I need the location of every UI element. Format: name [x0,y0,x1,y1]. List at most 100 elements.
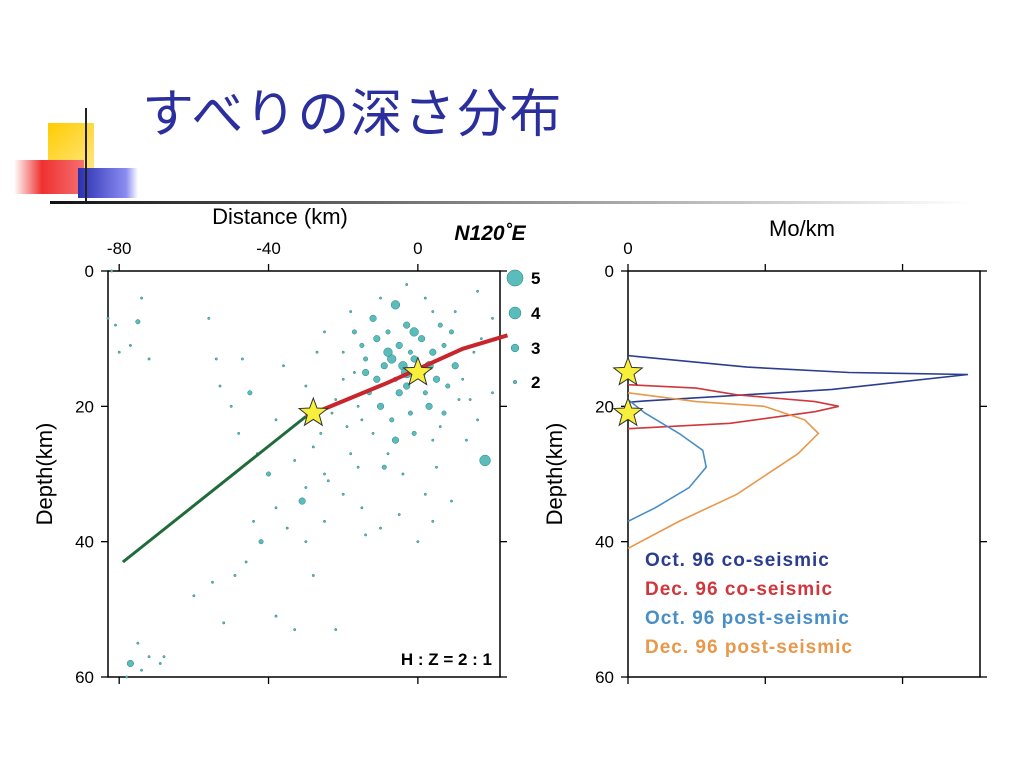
earthquake-point [403,321,411,329]
earthquake-point [411,430,417,436]
deco-horizontal-line [50,201,970,204]
earthquake-point [479,337,483,341]
earthquake-point [330,411,334,415]
earthquake-point [128,343,132,347]
earthquake-point [218,384,222,388]
y-tick-label: 0 [85,262,94,281]
earthquake-point [282,364,285,368]
earthquake-point [405,283,409,286]
earthquake-point [397,513,401,517]
earthquake-point [379,296,382,300]
earthquake-point [422,390,428,396]
earthquake-point [435,465,438,469]
x-tick-label: -80 [107,239,132,258]
fault-line-deep [121,415,307,564]
y-axis-title: Depth(km) [542,423,567,526]
earthquake-point [416,540,420,544]
earthquake-point [448,329,454,335]
earthquake-point [450,499,453,503]
earthquake-point [360,418,364,422]
earthquake-point [423,296,427,300]
earthquake-point [147,655,151,659]
earthquake-point [207,316,211,320]
earthquake-point [476,289,480,293]
earthquake-point [341,492,345,496]
x-tick-label: -40 [256,239,281,258]
earthquake-point [441,342,447,348]
earthquake-point [140,668,144,672]
earthquake-point [389,417,395,423]
earthquake-point [334,628,338,632]
series-line [627,354,969,404]
earthquake-point [390,300,401,310]
slide-title: すべりの深さ分布 [142,85,563,145]
earthquake-point [425,402,433,410]
earthquake-point [304,540,308,544]
legend-marker [506,269,524,287]
y-tick-label: 60 [75,668,94,687]
deco-vertical-line [85,108,87,204]
earthquake-point [274,506,278,510]
scale-label: H : Z = 2 : 1 [401,650,492,669]
earthquake-point [323,472,326,476]
earthquake-point [106,316,110,320]
legend-entry: Oct. 96 co-seismic [645,550,830,571]
earthquake-point [376,402,385,410]
earthquake-point [461,377,465,381]
y-tick-label: 20 [75,397,94,416]
earthquake-point [385,329,391,335]
azimuth-label: N120˚E [454,222,526,245]
y-tick-label: 0 [605,262,614,281]
legend-entry: Oct. 96 post-seismic [645,608,850,629]
earthquake-point [341,350,345,354]
earthquake-point [341,377,345,381]
hypocenter-star [612,356,644,386]
earthquake-point [395,341,403,349]
earthquake-point [373,375,381,383]
series-line [627,383,839,430]
hypocenter-star [297,396,329,427]
series-line [627,398,708,523]
earthquake-point [373,335,381,343]
y-tick-label: 40 [75,533,94,552]
earthquake-point [252,519,256,523]
earthquake-point [379,526,382,530]
earthquake-point [407,349,413,355]
earthquake-point [258,539,264,545]
earthquake-point [380,362,388,370]
earthquake-point [162,655,166,659]
deco-blue-square [78,168,138,198]
earthquake-point [311,574,315,577]
earthquake-point [349,310,353,314]
earthquake-point [401,472,405,476]
earthquake-point [114,323,117,327]
earthquake-point [126,659,134,668]
earthquake-point [386,452,390,456]
earthquake-point [211,580,214,584]
hypocenter-star [402,356,434,386]
earthquake-point [409,327,419,337]
earthquake-point [432,375,441,383]
fault-line-shallow [305,333,509,419]
earthquake-point [364,533,368,537]
earthquake-point [431,310,435,314]
earthquake-point [233,574,237,577]
earthquake-point [247,390,253,396]
earthquake-point [359,342,365,348]
deco-red-bar [14,160,84,194]
legend-entry: Dec. 96 co-seismic [645,579,833,600]
legend-marker [512,379,518,385]
earthquake-point [311,445,315,449]
legend-label: 5 [531,269,540,288]
earthquake-point [293,459,297,462]
earthquake-point [362,368,370,377]
earthquake-point [356,465,360,469]
earthquake-point [437,322,443,328]
earthquake-point [222,621,226,625]
earthquake-point [345,425,349,429]
earthquake-point [240,357,244,361]
earthquake-point [274,418,278,422]
earthquake-point [418,335,426,343]
earthquake-point [214,357,218,361]
